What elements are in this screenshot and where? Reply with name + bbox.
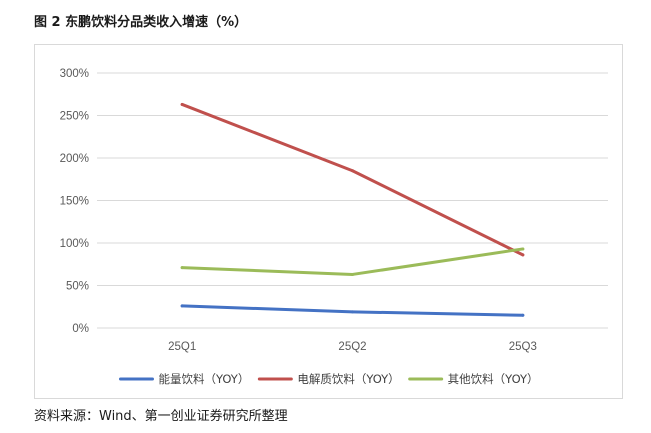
legend-label: 其他饮料（YOY） [448, 372, 539, 386]
y-tick-label: 150% [60, 196, 89, 208]
legend-label: 电解质饮料（YOY） [297, 372, 399, 386]
y-tick-label: 0% [72, 323, 89, 335]
legend-label: 能量饮料（YOY） [158, 372, 249, 386]
source-note: 资料来源：Wind、第一创业证券研究所整理 [34, 409, 288, 424]
data-point [351, 169, 354, 173]
y-tick-label: 200% [60, 153, 89, 165]
y-tick-label: 250% [60, 111, 89, 123]
y-tick-label: 100% [60, 238, 89, 250]
data-point [351, 272, 354, 276]
y-tick-label: 50% [66, 281, 89, 293]
x-tick-label: 25Q1 [168, 341, 196, 353]
figure-title: 图 2 东鹏饮料分品类收入增速（%） [34, 15, 248, 30]
series-line [180, 247, 525, 276]
chart-frame: 0% 50% 100% 150% 200% 250% 300% 25Q1 25Q2 25Q3 能量饮… [34, 44, 623, 399]
data-point [521, 247, 525, 251]
data-point [180, 102, 184, 106]
data-point [180, 304, 184, 308]
data-point [521, 313, 525, 317]
line-chart: 0% 50% 100% 150% 200% 250% 300% 25Q1 25Q2 25Q3 能量饮… [60, 68, 608, 386]
y-tick-label: 300% [60, 68, 89, 80]
x-tick-label: 25Q2 [338, 341, 366, 353]
data-point [180, 266, 184, 270]
x-tick-label: 25Q3 [509, 341, 537, 353]
data-point [351, 310, 354, 314]
series-line [180, 102, 525, 257]
data-point [521, 253, 525, 257]
